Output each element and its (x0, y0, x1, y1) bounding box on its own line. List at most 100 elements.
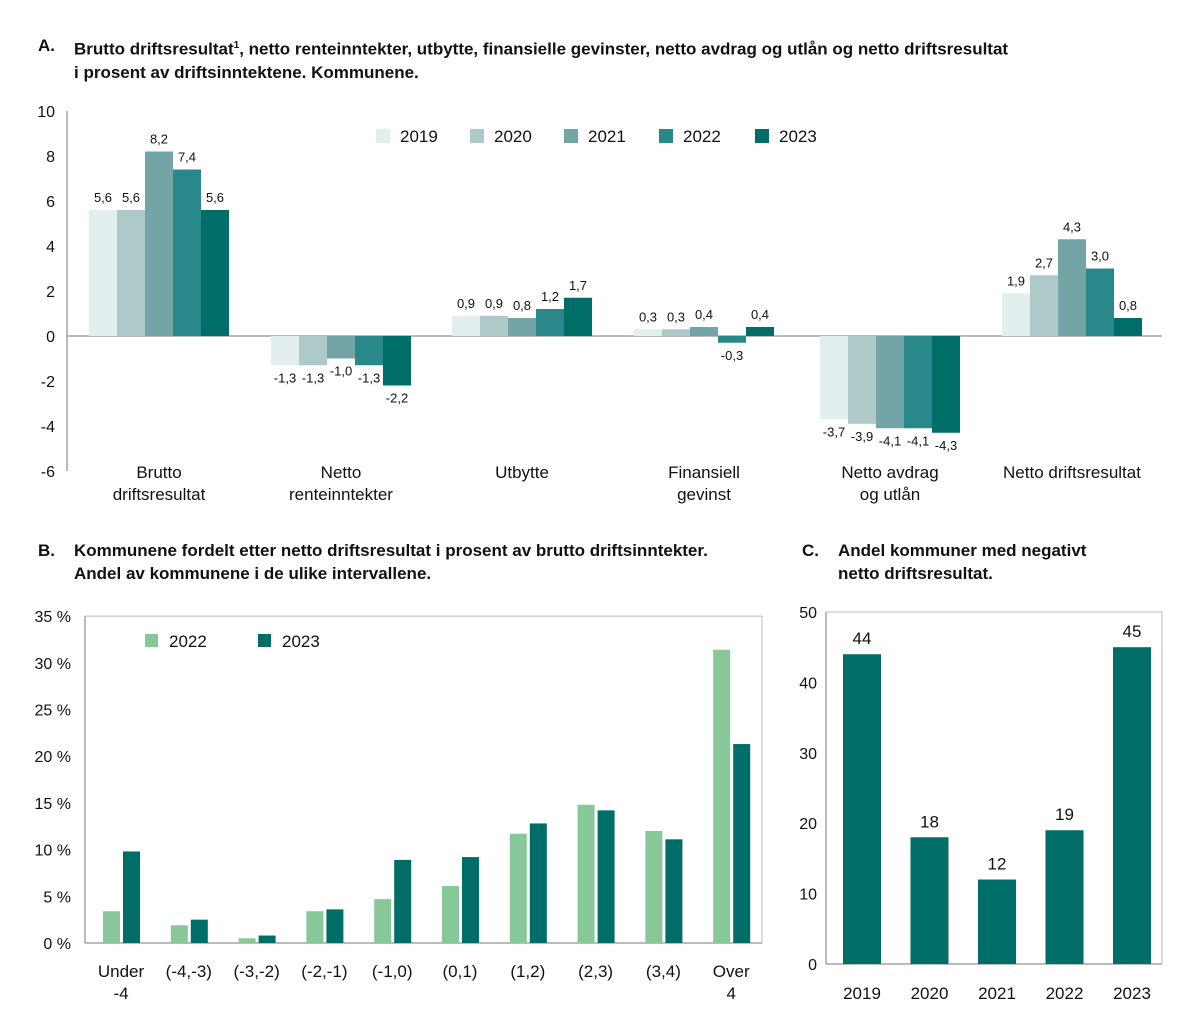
chart-a-footnote-mark: 1 (233, 40, 240, 51)
chart-a-data-label: 4,3 (1063, 219, 1081, 234)
chart-a-legend-swatch-2022 (659, 129, 673, 143)
chart-b-letter: B. (38, 541, 55, 560)
chart-b-category-label: Under (98, 962, 145, 981)
chart-a-category-label: og utlån (860, 485, 921, 504)
chart-a-legend-label: 2022 (683, 127, 721, 146)
chart-a-legend-label: 2019 (400, 127, 438, 146)
chart-b-legend-swatch-2022 (145, 634, 158, 647)
chart-a-data-label: -2,2 (386, 391, 408, 406)
chart-b-legend-label: 2023 (282, 632, 320, 651)
chart-a-data-label: -3,9 (851, 429, 873, 444)
chart-b-legend-swatch-2023 (258, 634, 271, 647)
chart-a-legend-label: 2021 (588, 127, 626, 146)
chart-a-y-tick-label: 0 (46, 329, 55, 346)
chart-c-y-tick-label: 50 (799, 605, 817, 622)
chart-b-bar-2023 (665, 839, 683, 943)
chart-c-y-tick-label: 40 (799, 675, 817, 692)
chart-a-data-label: 5,6 (94, 190, 112, 205)
chart-a-bar-2019 (271, 336, 299, 366)
chart-a-bar-2022 (904, 336, 932, 429)
chart-b-bar-2023 (326, 909, 344, 943)
chart-a-bar-2021 (327, 336, 355, 359)
chart-a-data-label: -3,7 (823, 424, 845, 439)
chart-a-y-tick-label: 4 (46, 239, 55, 256)
chart-a-y-tick-label: 6 (46, 194, 55, 211)
chart-c-bar (1045, 830, 1084, 964)
chart-a-bar-2022 (718, 336, 746, 343)
chart-b-bar-2022 (170, 925, 188, 943)
chart-b-bar-2022 (103, 911, 120, 943)
chart-a-title-part1: Brutto driftsresultat (74, 39, 234, 59)
chart-b-title-line2: Andel av kommunene i de ulike intervalle… (74, 564, 432, 583)
chart-a-title-line2: i prosent av driftsinntektene. Kommunene… (74, 62, 419, 82)
chart-a-data-label: 0,3 (639, 309, 657, 324)
chart-b-bar-2023 (529, 823, 547, 943)
chart-b-bar-2023 (733, 744, 751, 943)
chart-c-y-tick-label: 0 (808, 957, 817, 974)
chart-c-data-label: 19 (1055, 805, 1074, 824)
chart-a-data-label: 0,9 (457, 296, 475, 311)
chart-c-bar (910, 837, 949, 964)
chart-b-y-tick-label: 20 % (35, 749, 71, 766)
chart-a-data-label: 0,3 (667, 309, 685, 324)
chart-a-bar-2019 (820, 336, 848, 420)
chart-a-bar-2019 (89, 210, 117, 336)
chart-b-category-label: (-3,-2) (233, 962, 279, 981)
chart-a-bar-2020 (117, 210, 145, 336)
chart-b-category-label: 4 (726, 984, 735, 1003)
chart-a-category-label: renteinntekter (289, 485, 393, 504)
chart-c-category-label: 2019 (843, 984, 881, 1003)
chart-b-category-label: (3,4) (646, 962, 681, 981)
chart-c-title-line2: netto driftsresultat. (838, 564, 993, 583)
chart-a-bar-2023 (1114, 318, 1142, 336)
chart-c-bar (843, 654, 881, 964)
chart-a-data-label: 0,4 (751, 307, 769, 322)
chart-a-bar-2021 (508, 318, 536, 336)
chart-b-bar-2023 (258, 935, 276, 943)
chart-b-category-label: (-1,0) (372, 962, 413, 981)
chart-b-y-tick-label: 5 % (43, 889, 71, 906)
chart-a-bar-2021 (1058, 239, 1086, 336)
chart-c-data-label: 12 (988, 855, 1007, 874)
chart-b-bar-2022 (645, 830, 663, 943)
chart-b-legend-label: 2022 (169, 632, 207, 651)
chart-a-bar-2019 (634, 329, 662, 336)
chart-b-bar-2022 (374, 899, 392, 943)
chart-a-bar-2020 (662, 329, 690, 336)
chart-a-category-label: Netto avdrag (841, 463, 938, 482)
chart-a-bar-2019 (452, 315, 480, 336)
chart-a-y-tick-label: 10 (37, 104, 55, 121)
chart-a-bar-2023 (746, 327, 774, 336)
chart-c-data-label: 18 (920, 812, 939, 831)
chart-a-category-label: Utbytte (495, 463, 549, 482)
chart-a-bar-2023 (201, 210, 229, 336)
chart-b-title-line1: Kommunene fordelt etter netto driftsresu… (74, 541, 708, 560)
chart-c-data-label: 45 (1123, 622, 1142, 641)
chart-b-category-label: (-4,-3) (166, 962, 212, 981)
chart-a-data-label: -4,1 (879, 433, 901, 448)
chart-a-category-label: driftsresultat (113, 485, 206, 504)
chart-a-bar-2020 (1030, 275, 1058, 336)
chart-a-y-tick-label: 8 (46, 149, 55, 166)
chart-a-legend-label: 2020 (494, 127, 532, 146)
chart-a-data-label: -0,3 (721, 348, 743, 363)
chart-a-y-tick-label: 2 (46, 284, 55, 301)
chart-a-data-label: 1,2 (541, 289, 559, 304)
chart-c-letter: C. (802, 541, 819, 560)
chart-a-bar-2021 (145, 151, 173, 336)
chart-b-y-tick-label: 35 % (35, 609, 71, 626)
chart-c-bar (1113, 647, 1151, 964)
chart-b-y-tick-label: 0 % (43, 936, 71, 953)
chart-b-category-label: -4 (113, 984, 128, 1003)
chart-a-category-label: Netto driftsresultat (1003, 463, 1141, 482)
chart-a-data-label: 1,7 (569, 278, 587, 293)
chart-c-bar (978, 879, 1016, 964)
chart-a-legend-swatch-2021 (564, 129, 578, 143)
chart-a-data-label: 5,6 (122, 190, 140, 205)
chart-b-bar-2023 (190, 919, 208, 943)
chart-a-title-part2: , netto renteinntekter, utbytte, finansi… (239, 39, 1009, 59)
chart-a-bar-2020 (848, 336, 876, 424)
chart-b-y-tick-label: 30 % (35, 656, 71, 673)
chart-b-y-tick-label: 10 % (35, 843, 71, 860)
